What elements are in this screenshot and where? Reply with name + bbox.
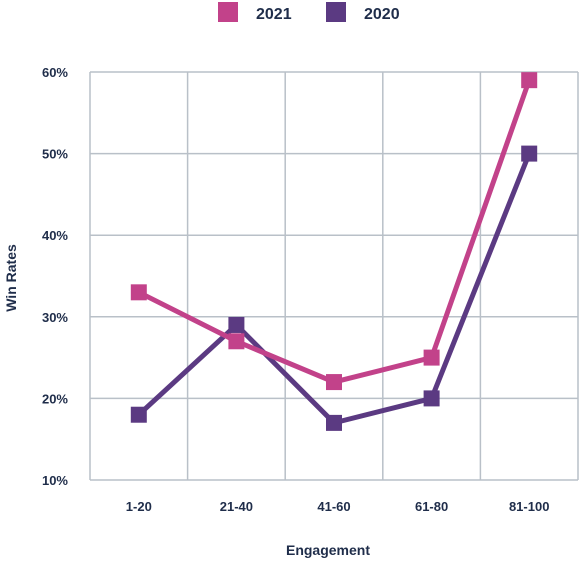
data-point-marker	[130, 406, 147, 423]
data-point-marker	[423, 390, 440, 407]
y-tick-label: 20%	[42, 391, 68, 406]
x-tick-label: 61-80	[415, 499, 448, 514]
x-tick-label: 1-20	[126, 499, 152, 514]
x-tick-label: 81-100	[509, 499, 549, 514]
y-axis: 10% 20% 30% 40% 50% 60%	[42, 65, 68, 488]
legend: 2021 2020	[218, 2, 400, 23]
data-point-marker	[521, 72, 538, 89]
y-axis-title: Win Rates	[3, 244, 19, 312]
data-point-marker	[228, 316, 245, 333]
x-tick-label: 41-60	[317, 499, 350, 514]
legend-item: 2021	[218, 2, 292, 23]
legend-item: 2020	[326, 2, 400, 23]
y-tick-label: 10%	[42, 473, 68, 488]
data-point-marker	[326, 374, 342, 391]
data-point-marker	[423, 349, 440, 366]
y-tick-label: 30%	[42, 310, 68, 325]
data-point-marker	[130, 284, 147, 301]
legend-label: 2021	[256, 6, 292, 23]
legend-label: 2020	[364, 6, 400, 23]
series-layer	[130, 72, 538, 431]
data-point-marker	[521, 145, 538, 162]
series-line	[137, 79, 532, 385]
y-tick-label: 60%	[42, 65, 68, 80]
series-2021	[130, 72, 538, 391]
data-point-marker	[326, 414, 342, 431]
legend-swatch	[326, 2, 346, 22]
legend-swatch	[218, 2, 238, 22]
x-axis-title: Engagement	[286, 542, 370, 558]
y-tick-label: 50%	[42, 147, 68, 162]
x-tick-label: 21-40	[220, 499, 253, 514]
data-point-marker	[228, 333, 245, 350]
series-2020	[130, 145, 538, 431]
x-axis: 1-20 21-40 41-60 61-80 81-100	[126, 499, 550, 514]
y-tick-label: 40%	[42, 228, 68, 243]
